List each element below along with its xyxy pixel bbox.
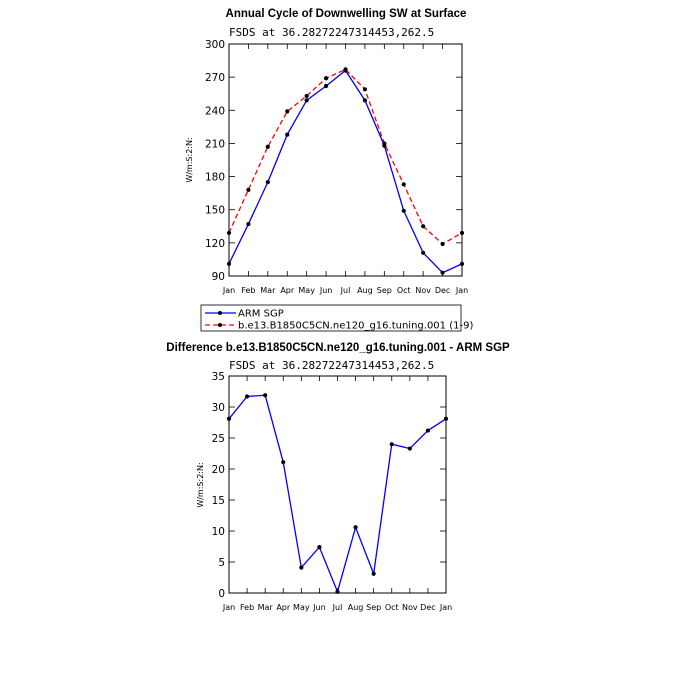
- chart2-y-tick-label: 5: [218, 557, 225, 569]
- chart1-series-1-point: [421, 224, 426, 229]
- legend-box: [200, 304, 462, 332]
- chart2-series-0-point: [226, 416, 232, 421]
- chart1-x-tick-label: Feb: [241, 286, 255, 295]
- chart1-x-tick-label: Jan: [222, 286, 235, 295]
- chart1-series-0-point: [440, 270, 445, 275]
- chart2-y-tick-label: 0: [218, 588, 225, 600]
- chart2-y-tick-label: 20: [212, 464, 225, 476]
- chart1-x-tick-label: Jan: [455, 286, 468, 295]
- chart2-series-0-point: [335, 589, 340, 594]
- chart1-series-0-point: [382, 143, 387, 148]
- chart2-series-0-point: [371, 571, 376, 576]
- chart1-series-1-line: [228, 68, 463, 245]
- chart1-title: Annual Cycle of Downwelling SW at Surfac…: [226, 8, 467, 20]
- chart2-series-0-line: [228, 394, 447, 594]
- chart1-x-tick-label: Sep: [377, 286, 392, 295]
- chart2-series-0-point: [353, 525, 358, 530]
- chart2-x-tick-label: Dec: [420, 603, 435, 612]
- chart1-series-0-point: [459, 261, 465, 266]
- legend-marker-arm-sgp: [218, 311, 222, 315]
- chart2-x-tick-label: Mar: [258, 603, 274, 612]
- chart1-series-0-point: [323, 83, 329, 89]
- chart1-series-1-point: [362, 87, 368, 92]
- chart1-x-tick-label: Dec: [435, 286, 450, 295]
- chart2-plot: 0 5 10 15 20 25 30 35 Jan Feb Mar Apr May Jun Jul Aug Se…: [212, 371, 453, 612]
- chart2-series-0-point: [281, 460, 286, 465]
- chart2-series-0-point: [389, 442, 394, 447]
- chart2-y-tick-label: 30: [212, 402, 225, 414]
- chart1-x-tick-label: Nov: [415, 286, 431, 295]
- chart2-y-tick-label: 10: [212, 526, 225, 538]
- chart1-y-tick-label: 90: [212, 271, 225, 283]
- chart2-series-0-point: [407, 446, 412, 451]
- chart1-series-0-point: [401, 208, 406, 213]
- chart2-x-tick-label: Nov: [402, 603, 418, 612]
- chart2-y-axis-label: W/m:S:2:N:: [196, 462, 205, 507]
- chart1-series-0-point: [246, 221, 251, 227]
- chart1-series-0-point: [421, 250, 426, 255]
- chart1-subtitle: FSDS at 36.28272247314453,262.5: [229, 26, 434, 39]
- chart2-x-tick-label: Aug: [348, 603, 364, 612]
- legend-marker-model: [218, 323, 222, 327]
- chart1-series-1-point: [285, 109, 290, 114]
- legend: ARM SGP b.e13.B1850C5CN.ne120_g16.tuning…: [200, 304, 473, 332]
- chart2-x-tick-label: Oct: [385, 603, 399, 612]
- chart2-y-tick-label: 25: [212, 433, 225, 445]
- chart1-x-tick-label: Jun: [319, 286, 333, 295]
- chart2-series-0-point: [263, 393, 268, 398]
- chart1-y-tick-label: 120: [205, 238, 225, 250]
- chart1-series-0-point: [226, 261, 232, 266]
- chart2-x-tick-label: Jan: [439, 603, 452, 612]
- chart1-y-tick-label: 210: [205, 138, 225, 150]
- chart1-series-1-point: [323, 76, 329, 81]
- chart2-x-tick-label: Jan: [222, 603, 235, 612]
- chart1-y-tick-label: 240: [205, 105, 225, 117]
- chart1-series-1-point: [226, 230, 232, 236]
- chart2-y-tick-label: 35: [212, 371, 225, 383]
- chart2-y-tick-label: 15: [212, 495, 225, 507]
- chart2-x-tick-label: Apr: [276, 603, 291, 612]
- chart1-frame: [228, 43, 463, 277]
- chart1-series-1-point: [304, 93, 309, 99]
- chart1-series-1-point: [246, 187, 251, 192]
- chart2-title: Difference b.e13.B1850C5CN.ne120_g16.tun…: [166, 342, 510, 354]
- chart1-x-tick-label: Mar: [260, 286, 276, 295]
- chart1-series-0-point: [265, 179, 270, 185]
- chart1-series-0-point: [362, 98, 368, 103]
- chart1-plot: 90 120 150 180 210 240 270 300 Jan Feb Mar Apr May Ju…: [205, 39, 468, 295]
- chart1-x-tick-label: Aug: [357, 286, 373, 295]
- chart1-y-axis-label: W/m:S:2:N:: [185, 137, 194, 182]
- chart1-x-tick-label: Jul: [340, 286, 351, 295]
- chart1-series-0-point: [285, 132, 290, 137]
- chart2-series-0-point: [443, 416, 449, 421]
- chart1-series-1-point: [440, 241, 445, 247]
- chart1-series-0-point: [304, 98, 309, 103]
- chart1-y-tick-label: 150: [205, 205, 225, 217]
- chart1-series-1-point: [459, 230, 465, 236]
- legend-label-arm-sgp: ARM SGP: [238, 309, 284, 320]
- chart1-y-tick-label: 300: [205, 39, 225, 51]
- chart2-x-tick-label: Sep: [366, 603, 381, 612]
- chart1-y-tick-label: 180: [205, 172, 225, 184]
- chart2-series-0-point: [317, 545, 322, 550]
- chart1-series-1-point: [265, 144, 270, 149]
- chart1-x-tick-label: May: [298, 286, 315, 295]
- chart1-series-0-point: [343, 68, 348, 73]
- chart2-subtitle: FSDS at 36.28272247314453,262.5: [229, 359, 434, 372]
- chart2-x-tick-label: Feb: [240, 603, 254, 612]
- chart2-frame: [228, 375, 447, 594]
- chart1-x-tick-label: Apr: [280, 286, 295, 295]
- chart1-series-0-line: [228, 69, 463, 274]
- chart2-x-tick-label: May: [293, 603, 310, 612]
- chart1-y-tick-label: 270: [205, 72, 225, 84]
- chart2-x-tick-label: Jul: [332, 603, 343, 612]
- chart2-series-0-point: [299, 565, 304, 570]
- chart2-series-0-point: [244, 394, 250, 399]
- legend-label-model: b.e13.B1850C5CN.ne120_g16.tuning.001 (1-…: [238, 321, 473, 332]
- chart1-series-1-point: [401, 182, 406, 187]
- chart2-series-0-point: [425, 428, 431, 433]
- chart2-x-tick-label: Jun: [312, 603, 326, 612]
- chart1-x-tick-label: Oct: [397, 286, 411, 295]
